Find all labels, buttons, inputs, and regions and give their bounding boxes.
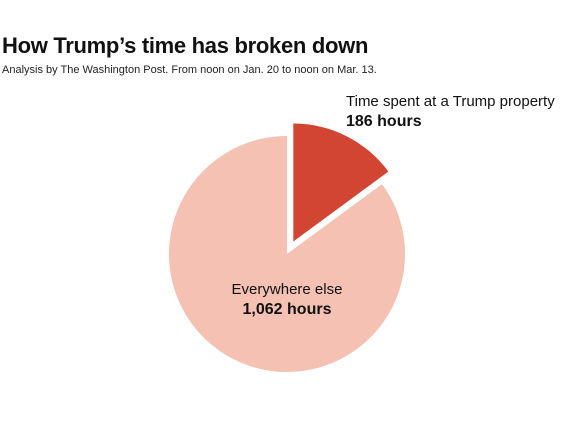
slice-label-everywhere-else-name: Everywhere else (231, 281, 343, 298)
pie-slice-trump-property (293, 123, 389, 242)
slice-label-everywhere-else: Everywhere else 1,062 hours (222, 280, 352, 320)
chart-subtitle: Analysis by The Washington Post. From no… (2, 64, 377, 76)
pie-slice-everywhere-else (169, 136, 405, 372)
slice-label-everywhere-else-value: 1,062 hours (242, 301, 332, 318)
slice-label-trump-property-value: 186 hours (346, 113, 422, 130)
slice-label-trump-property-name: Time spent at a Trump property (346, 93, 555, 110)
chart-title: How Trump’s time has broken down (2, 33, 369, 58)
slice-label-trump-property: Time spent at a Trump property 186 hours (346, 92, 555, 132)
